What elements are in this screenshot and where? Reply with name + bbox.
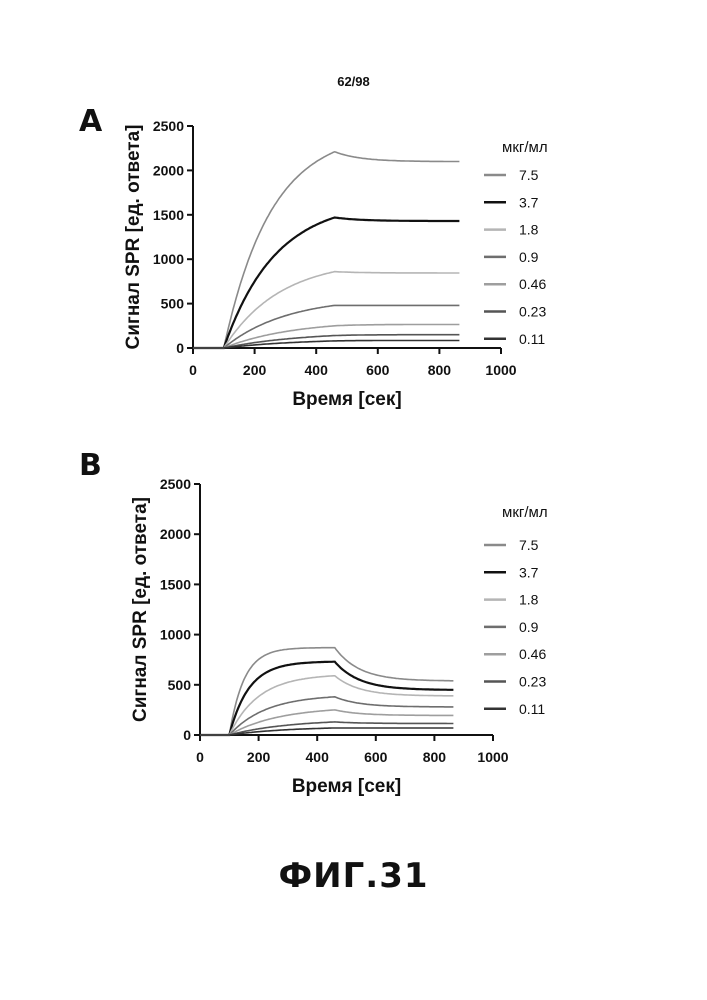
legend-label: 0.23: [519, 674, 546, 690]
x-tick-label: 200: [247, 749, 271, 765]
chart-panel-b: 0 500 1000 1500 2000 2500 0 200 400 600 800 1000 Вре…: [0, 0, 707, 840]
x-tick-label: 600: [364, 749, 388, 765]
x-tick-label: 400: [306, 749, 330, 765]
legend-title: мкг/мл: [502, 504, 548, 521]
x-tick-label: 1000: [477, 749, 508, 765]
legend-label: 0.11: [519, 701, 545, 717]
y-tick-label: 500: [168, 677, 192, 693]
x-axis-label: Время [сек]: [292, 776, 401, 797]
legend-label: 3.7: [519, 564, 539, 580]
x-tick-label: 800: [423, 749, 447, 765]
legend-label: 0.9: [519, 619, 539, 635]
series-line-0.11: [200, 728, 453, 735]
y-tick-label: 2000: [160, 526, 191, 542]
y-tick-label: 0: [183, 727, 191, 743]
x-tick-label: 0: [196, 749, 204, 765]
y-tick-label: 1000: [160, 627, 191, 643]
legend-label: 1.8: [519, 592, 539, 608]
y-tick-label: 2500: [160, 476, 191, 492]
legend-label: 0.46: [519, 646, 546, 662]
y-axis-label: Сигнал SPR [ед. ответа]: [130, 497, 151, 722]
y-tick-label: 1500: [160, 576, 191, 592]
legend-label: 7.5: [519, 537, 539, 553]
figure-label: ФИГ.31: [0, 856, 707, 896]
